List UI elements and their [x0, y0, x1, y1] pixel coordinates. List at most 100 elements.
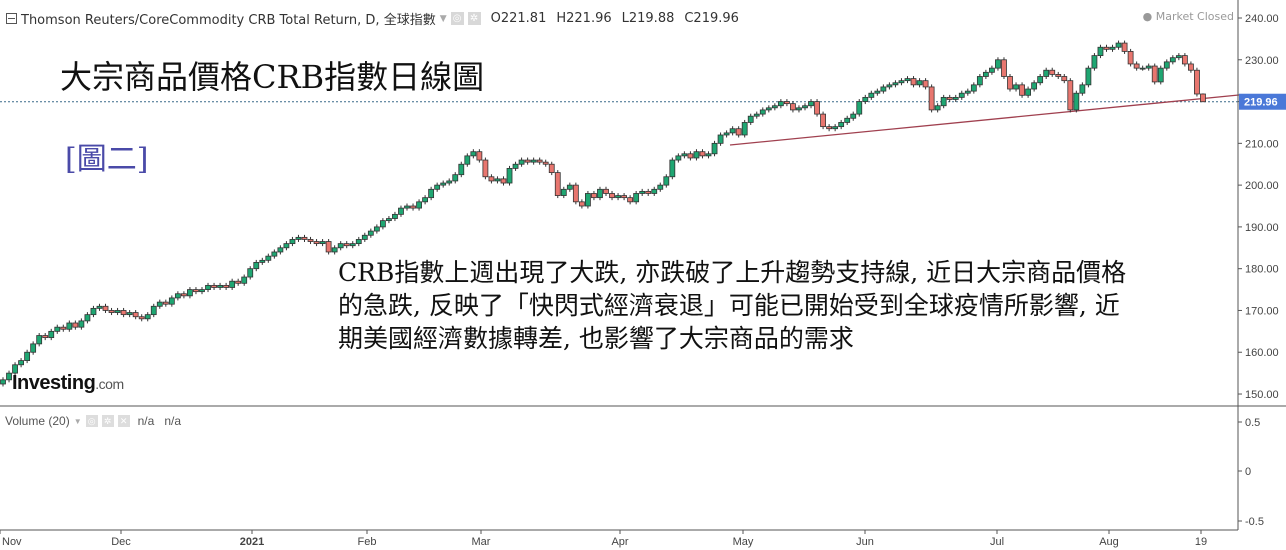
candle[interactable]: [60, 324, 67, 332]
candle[interactable]: [494, 176, 501, 184]
candle[interactable]: [458, 161, 465, 178]
caret-down-icon[interactable]: ▼: [73, 416, 82, 426]
candle[interactable]: [597, 186, 603, 201]
candle[interactable]: [1109, 44, 1116, 52]
candle[interactable]: [120, 307, 127, 318]
candle[interactable]: [627, 195, 634, 205]
candle[interactable]: [126, 310, 133, 318]
candle[interactable]: [313, 239, 320, 247]
candle[interactable]: [995, 57, 1001, 71]
candle[interactable]: [54, 324, 61, 334]
candle[interactable]: [1079, 82, 1086, 96]
candle[interactable]: [554, 170, 561, 199]
candle[interactable]: [934, 103, 941, 113]
candle[interactable]: [796, 105, 802, 113]
candle[interactable]: [102, 303, 109, 313]
candle[interactable]: [814, 99, 820, 117]
candle[interactable]: [687, 151, 694, 161]
candle[interactable]: [319, 239, 326, 247]
candle[interactable]: [952, 94, 959, 102]
candle[interactable]: [211, 282, 217, 290]
candle[interactable]: [440, 180, 447, 188]
candle[interactable]: [946, 94, 953, 102]
caret-down-icon[interactable]: ▼: [439, 13, 447, 24]
candle[interactable]: [482, 157, 489, 180]
candle[interactable]: [566, 182, 573, 192]
candle[interactable]: [223, 282, 230, 290]
candle[interactable]: [295, 234, 302, 242]
candle[interactable]: [657, 182, 664, 192]
candle[interactable]: [349, 241, 356, 249]
candle[interactable]: [217, 282, 223, 290]
candle[interactable]: [241, 274, 248, 286]
candle[interactable]: [747, 113, 754, 125]
candle[interactable]: [1163, 59, 1170, 71]
candle[interactable]: [0, 377, 6, 387]
candle[interactable]: [500, 176, 507, 186]
candle[interactable]: [1097, 44, 1104, 59]
candle[interactable]: [1181, 53, 1188, 67]
candle[interactable]: [989, 65, 995, 75]
candle[interactable]: [1043, 67, 1050, 79]
candle[interactable]: [506, 165, 513, 186]
candle[interactable]: [205, 282, 211, 293]
candle[interactable]: [416, 199, 422, 211]
candle[interactable]: [1200, 93, 1206, 103]
candle[interactable]: [78, 318, 85, 330]
candle[interactable]: [138, 314, 145, 322]
candle[interactable]: [1061, 73, 1068, 84]
candle[interactable]: [12, 362, 18, 376]
candle[interactable]: [355, 236, 362, 247]
candle[interactable]: [48, 328, 55, 341]
candle[interactable]: [42, 333, 49, 341]
candle[interactable]: [446, 178, 453, 186]
candle[interactable]: [928, 84, 935, 113]
candle[interactable]: [717, 132, 724, 146]
candle[interactable]: [645, 188, 652, 196]
candle[interactable]: [759, 107, 766, 117]
candle[interactable]: [856, 99, 863, 117]
candle[interactable]: [1091, 53, 1098, 71]
candle[interactable]: [1133, 61, 1140, 71]
candle[interactable]: [862, 94, 869, 105]
candle[interactable]: [1001, 57, 1007, 79]
candle[interactable]: [964, 88, 971, 96]
candle[interactable]: [1019, 82, 1025, 98]
candle[interactable]: [880, 84, 887, 94]
candle[interactable]: [705, 151, 712, 159]
candle[interactable]: [18, 358, 24, 368]
candle[interactable]: [898, 78, 905, 86]
candle[interactable]: [663, 174, 670, 188]
candle[interactable]: [1025, 86, 1031, 98]
candle[interactable]: [361, 232, 368, 242]
candle[interactable]: [367, 228, 374, 238]
candle[interactable]: [259, 257, 266, 265]
candle[interactable]: [229, 278, 236, 290]
candle[interactable]: [187, 287, 193, 299]
candle[interactable]: [693, 149, 700, 161]
candle[interactable]: [735, 126, 742, 138]
candle[interactable]: [1103, 44, 1110, 52]
candle[interactable]: [325, 239, 332, 255]
candle[interactable]: [337, 241, 344, 251]
candle[interactable]: [398, 205, 404, 217]
candle[interactable]: [253, 259, 260, 272]
candle[interactable]: [373, 224, 380, 234]
candle[interactable]: [476, 149, 483, 163]
candle[interactable]: [1145, 63, 1152, 71]
candle[interactable]: [976, 73, 983, 88]
candle[interactable]: [609, 190, 615, 201]
candle[interactable]: [512, 161, 519, 171]
candle[interactable]: [572, 182, 579, 205]
candle[interactable]: [518, 157, 525, 167]
candle[interactable]: [307, 236, 314, 245]
candle[interactable]: [560, 186, 567, 199]
candle[interactable]: [162, 299, 169, 307]
candle[interactable]: [790, 101, 796, 113]
candle[interactable]: [144, 312, 151, 322]
candle[interactable]: [247, 266, 254, 280]
candle[interactable]: [1139, 65, 1146, 71]
candle[interactable]: [886, 82, 893, 90]
candle[interactable]: [844, 115, 851, 125]
